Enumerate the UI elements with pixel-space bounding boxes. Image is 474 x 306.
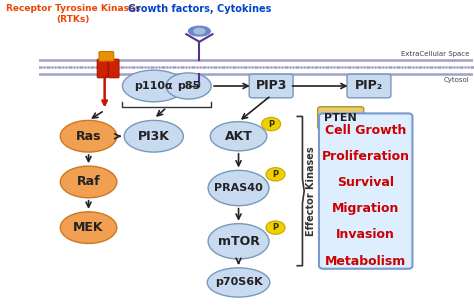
FancyBboxPatch shape — [99, 52, 114, 61]
Ellipse shape — [60, 166, 117, 198]
Text: Cell Growth: Cell Growth — [325, 124, 406, 137]
Text: Invasion: Invasion — [336, 229, 395, 241]
Text: Metabolism: Metabolism — [325, 255, 406, 268]
Ellipse shape — [208, 170, 269, 206]
Text: mTOR: mTOR — [218, 235, 259, 248]
Text: ExtraCellular Space: ExtraCellular Space — [401, 51, 469, 57]
Text: Raf: Raf — [77, 175, 100, 188]
Text: Receptor Tyrosine Kinases
(RTKs): Receptor Tyrosine Kinases (RTKs) — [6, 4, 141, 24]
Ellipse shape — [189, 26, 210, 36]
Ellipse shape — [60, 212, 117, 244]
Text: P: P — [268, 120, 274, 129]
Circle shape — [266, 168, 285, 181]
Text: Ras: Ras — [76, 130, 101, 143]
Circle shape — [262, 118, 281, 131]
Text: Proliferation: Proliferation — [322, 150, 410, 163]
FancyBboxPatch shape — [347, 74, 391, 98]
Text: p110α: p110α — [135, 81, 173, 91]
Text: PTEN: PTEN — [324, 113, 357, 123]
Ellipse shape — [60, 120, 117, 152]
Ellipse shape — [210, 121, 267, 151]
Text: p70S6K: p70S6K — [215, 278, 262, 287]
Circle shape — [266, 221, 285, 234]
Text: Migration: Migration — [332, 202, 400, 215]
Ellipse shape — [207, 268, 270, 297]
Text: AKT: AKT — [225, 130, 253, 143]
Text: P: P — [273, 170, 279, 179]
Ellipse shape — [166, 73, 211, 99]
Text: PI3K: PI3K — [138, 130, 170, 143]
Ellipse shape — [124, 120, 183, 152]
FancyBboxPatch shape — [249, 74, 293, 98]
Ellipse shape — [122, 70, 185, 102]
Text: PIP3: PIP3 — [255, 80, 287, 92]
Ellipse shape — [194, 28, 205, 34]
FancyBboxPatch shape — [319, 114, 412, 269]
Text: P: P — [273, 223, 279, 232]
Text: Survival: Survival — [337, 176, 394, 189]
FancyBboxPatch shape — [109, 59, 119, 78]
Text: MEK: MEK — [73, 221, 104, 234]
Text: Effector Kinases: Effector Kinases — [306, 146, 316, 236]
Text: PIP₂: PIP₂ — [355, 80, 383, 92]
Text: p85: p85 — [177, 81, 200, 91]
Text: Cytosol: Cytosol — [443, 77, 469, 83]
FancyBboxPatch shape — [97, 59, 108, 78]
Ellipse shape — [208, 224, 269, 259]
FancyBboxPatch shape — [318, 107, 364, 129]
Text: PRAS40: PRAS40 — [214, 183, 263, 193]
Text: Growth factors, Cytokines: Growth factors, Cytokines — [128, 4, 271, 14]
